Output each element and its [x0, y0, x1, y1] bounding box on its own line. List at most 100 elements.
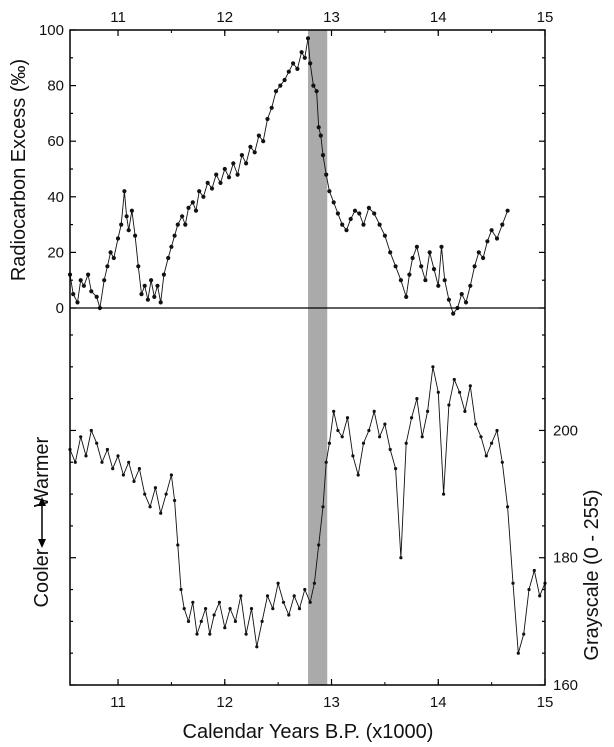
grayscale-point	[244, 632, 248, 636]
radiocarbon-point	[393, 264, 398, 269]
bottom-series-group	[68, 365, 547, 655]
radiocarbon-point	[439, 244, 444, 249]
grayscale-point	[164, 492, 168, 496]
radiocarbon-point	[252, 150, 257, 155]
plot-frame	[69, 29, 546, 686]
grayscale-point	[255, 645, 259, 649]
radiocarbon-point	[404, 294, 409, 299]
radiocarbon-point	[388, 250, 393, 255]
grayscale-point	[431, 365, 435, 369]
grayscale-point	[532, 568, 536, 573]
radiocarbon-point	[190, 200, 195, 205]
grayscale-point	[426, 409, 430, 413]
radiocarbon-point	[505, 208, 510, 213]
top-y-tick-label: 80	[47, 78, 64, 95]
radiocarbon-point	[295, 66, 300, 71]
radiocarbon-point	[419, 264, 424, 269]
grayscale-point	[116, 454, 120, 458]
grayscale-point	[132, 479, 136, 483]
grayscale-point	[361, 441, 366, 445]
radiocarbon-point	[431, 267, 437, 272]
radiocarbon-point	[451, 311, 456, 316]
radiocarbon-point	[89, 289, 94, 294]
radiocarbon-point	[231, 161, 236, 166]
radiocarbon-point	[314, 89, 319, 94]
grayscale-point	[479, 435, 483, 439]
grayscale-point	[340, 435, 344, 439]
radiocarbon-point	[155, 283, 160, 288]
radiocarbon-point	[410, 255, 415, 261]
radiocarbon-point	[175, 222, 180, 227]
radiocarbon-point	[361, 222, 366, 227]
radiocarbon-point	[129, 208, 134, 213]
grayscale-point	[239, 594, 243, 598]
radiocarbon-point	[248, 144, 253, 149]
bottom-x-tick-label: 14	[430, 694, 447, 711]
grayscale-point	[383, 422, 387, 426]
radiocarbon-point	[273, 89, 279, 94]
radiocarbon-point	[282, 77, 287, 83]
grayscale-point	[500, 460, 504, 464]
grayscale-point	[199, 619, 203, 624]
grayscale-point	[265, 594, 270, 598]
grayscale-point	[153, 486, 157, 490]
radiocarbon-point	[244, 161, 249, 166]
radiocarbon-point	[494, 236, 500, 241]
grayscale-point	[332, 409, 336, 413]
radiocarbon-point	[299, 50, 304, 55]
grayscale-point	[378, 435, 382, 439]
grayscale-point	[312, 581, 316, 585]
grayscale-point	[281, 600, 286, 604]
radiocarbon-point	[186, 205, 191, 210]
radiocarbon-point	[214, 172, 219, 177]
grayscale-point	[159, 511, 163, 515]
radiocarbon-point	[331, 200, 336, 205]
radiocarbon-point	[78, 278, 83, 283]
radiocarbon-point	[226, 175, 232, 180]
radiocarbon-point	[124, 214, 129, 219]
radiocarbon-point	[286, 69, 291, 74]
grayscale-point	[463, 409, 467, 413]
radiocarbon-point	[352, 208, 358, 213]
grayscale-point	[121, 473, 125, 477]
radiocarbon-point	[145, 297, 150, 302]
grayscale-point	[271, 607, 275, 611]
radiocarbon-point	[476, 250, 481, 255]
bottom-x-tick-label: 12	[216, 694, 233, 711]
grayscale-point	[367, 428, 371, 433]
grayscale-point	[137, 467, 141, 471]
radiocarbon-point	[218, 180, 223, 185]
radiocarbon-point	[152, 294, 157, 299]
radiocarbon-point	[239, 153, 244, 158]
grayscale-point	[195, 632, 199, 636]
top-y-tick-label: 20	[47, 244, 64, 261]
top-x-tick-label: 12	[216, 9, 233, 26]
radiocarbon-point	[500, 222, 505, 227]
grayscale-point	[327, 441, 331, 445]
radiocarbon-point	[235, 172, 240, 177]
radiocarbon-point	[423, 278, 428, 283]
radiocarbon-point	[414, 244, 419, 249]
radiocarbon-point	[119, 222, 124, 227]
bottom-y-axis-title: Grayscale (0 - 255)	[581, 489, 603, 660]
radiocarbon-point	[197, 189, 202, 194]
radiocarbon-point	[115, 236, 121, 241]
grayscale-point	[468, 384, 472, 388]
grayscale-point	[442, 492, 446, 496]
radiocarbon-point	[398, 278, 403, 283]
radiocarbon-point	[489, 228, 494, 233]
grayscale-point	[415, 397, 419, 401]
grayscale-point	[308, 600, 312, 604]
radiocarbon-point	[205, 180, 210, 185]
grayscale-point	[345, 416, 350, 420]
grayscale-point	[474, 422, 478, 426]
grayscale-point	[516, 651, 520, 655]
grayscale-point	[212, 613, 216, 617]
grayscale-point	[321, 505, 325, 509]
radiocarbon-point	[335, 211, 340, 216]
grayscale-point	[351, 454, 355, 458]
double-arrow-icon	[38, 497, 46, 548]
grayscale-point	[336, 428, 340, 433]
radiocarbon-point	[180, 214, 185, 219]
radiocarbon-point	[446, 297, 451, 302]
